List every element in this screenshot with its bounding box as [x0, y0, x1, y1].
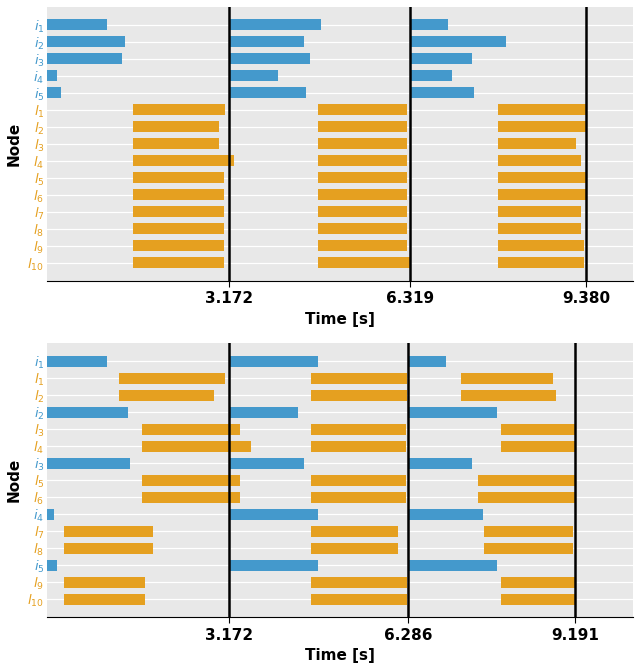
Bar	[318, 206, 407, 217]
Bar	[312, 492, 406, 502]
Bar	[501, 594, 575, 604]
Bar	[312, 390, 407, 401]
Bar	[312, 441, 406, 452]
Bar	[408, 559, 497, 571]
Bar	[498, 189, 587, 200]
Bar	[318, 155, 407, 166]
Bar	[133, 257, 224, 268]
Bar	[133, 189, 224, 200]
Bar	[498, 105, 586, 115]
Bar	[229, 356, 318, 366]
Bar	[408, 458, 472, 469]
Bar	[65, 543, 154, 553]
Bar	[501, 577, 575, 588]
Bar	[410, 54, 472, 64]
Bar	[133, 121, 220, 133]
Bar	[312, 594, 407, 604]
Bar	[142, 423, 239, 435]
Bar	[229, 559, 318, 571]
Bar	[119, 373, 225, 384]
Bar	[498, 155, 581, 166]
Bar	[410, 19, 447, 30]
Bar	[484, 526, 573, 537]
Bar	[47, 509, 54, 520]
Bar	[410, 70, 452, 81]
Bar	[65, 526, 154, 537]
Bar	[478, 492, 575, 502]
Bar	[501, 423, 575, 435]
Bar	[318, 189, 407, 200]
Bar	[47, 356, 108, 366]
Bar	[318, 105, 407, 115]
Bar	[501, 441, 575, 452]
Bar	[133, 241, 224, 251]
Bar	[133, 206, 224, 217]
Bar	[498, 257, 584, 268]
X-axis label: Time [s]: Time [s]	[305, 312, 375, 327]
Bar	[312, 423, 406, 435]
Y-axis label: Node: Node	[7, 122, 22, 166]
Bar	[47, 36, 125, 48]
Bar	[312, 373, 407, 384]
Bar	[119, 390, 214, 401]
Bar	[229, 407, 298, 418]
Bar	[229, 70, 278, 81]
Bar	[142, 441, 251, 452]
Bar	[229, 509, 318, 520]
Bar	[47, 407, 127, 418]
Bar	[133, 223, 224, 234]
Bar	[312, 543, 397, 553]
Y-axis label: Node: Node	[7, 458, 22, 502]
Bar	[318, 257, 410, 268]
Bar	[318, 241, 407, 251]
Bar	[410, 36, 506, 48]
Bar	[47, 70, 58, 81]
Bar	[312, 577, 407, 588]
Bar	[410, 87, 474, 98]
Bar	[312, 474, 406, 486]
Bar	[478, 474, 575, 486]
Bar	[461, 390, 556, 401]
Bar	[484, 543, 573, 553]
Bar	[229, 19, 321, 30]
Bar	[47, 87, 61, 98]
Bar	[133, 105, 225, 115]
Bar	[408, 509, 483, 520]
Bar	[142, 474, 239, 486]
Bar	[65, 594, 145, 604]
Bar	[65, 577, 145, 588]
Bar	[47, 19, 108, 30]
Bar	[408, 407, 497, 418]
Bar	[47, 559, 58, 571]
Bar	[133, 172, 224, 184]
Bar	[318, 138, 407, 149]
Bar	[498, 206, 581, 217]
Bar	[47, 54, 122, 64]
Bar	[498, 241, 584, 251]
Bar	[498, 138, 575, 149]
Bar	[229, 458, 304, 469]
Bar	[498, 172, 587, 184]
Bar	[461, 373, 552, 384]
Bar	[318, 223, 407, 234]
Bar	[142, 492, 239, 502]
Bar	[498, 223, 581, 234]
Bar	[312, 526, 397, 537]
Bar	[229, 36, 304, 48]
Bar	[318, 121, 407, 133]
Bar	[318, 172, 407, 184]
Bar	[133, 138, 220, 149]
Bar	[47, 458, 131, 469]
Bar	[229, 87, 306, 98]
Bar	[133, 155, 234, 166]
Bar	[408, 356, 446, 366]
Bar	[498, 121, 587, 133]
X-axis label: Time [s]: Time [s]	[305, 648, 375, 663]
Bar	[229, 54, 310, 64]
